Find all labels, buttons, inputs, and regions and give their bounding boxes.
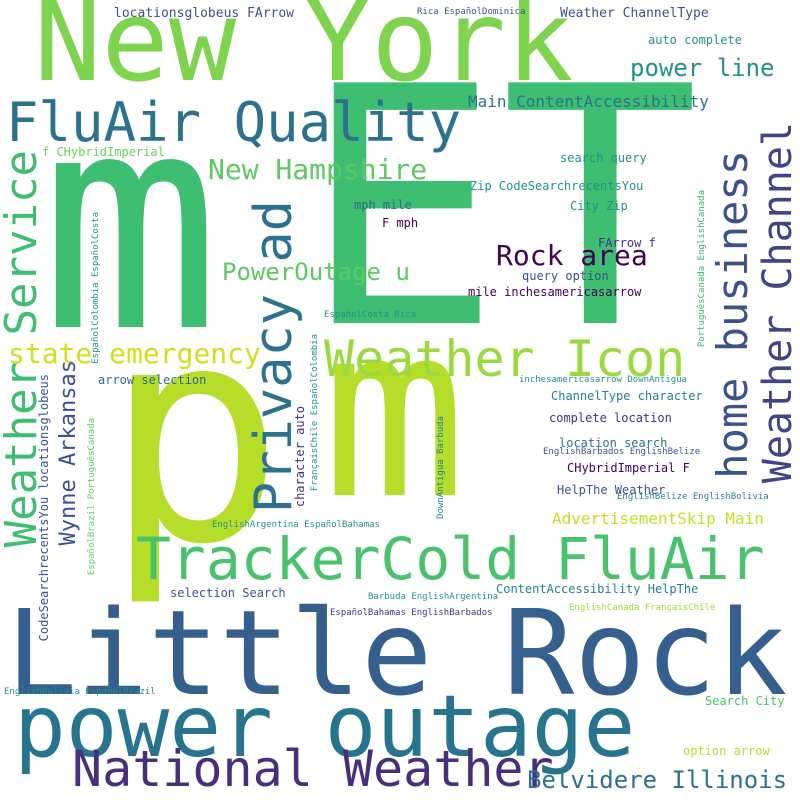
word-query-option: query option [522, 269, 609, 283]
word-rica-espanoldominica: Rica EspañolDominica [417, 7, 526, 17]
word-m-secondary: m [322, 272, 467, 552]
word-search-city: Search City [705, 694, 785, 708]
word-advertisement-skip-main: AdvertisementSkip Main [552, 509, 764, 528]
word-location-search: location search [559, 436, 668, 450]
word-poweroutage-u: PowerOutage u [222, 258, 410, 286]
word-national-weather: National Weather [72, 740, 554, 798]
word-englishargentina-espanolbahamas: EnglishArgentina EspañolBahamas [212, 520, 380, 530]
word-chybridimperial-f: CHybridImperial F [567, 461, 690, 475]
word-mile-inchesamericasarrow: mile inchesamericasarrow [468, 285, 642, 299]
word-englishbarbados-englishbelize: EnglishBarbados EnglishBelize [543, 447, 701, 457]
word-codesearchrecentsyou-locationsglobeus: CodeSearchrecentsYou locationsglobeus [37, 374, 51, 642]
word-locationsglobeus-farrow: locationsglobeus FArrow [114, 6, 295, 21]
word-arrow-selection: arrow selection [98, 373, 207, 387]
word-search-query: search query [560, 151, 647, 165]
word-downantigua-barbuda: DownAntigua Barbuda [436, 416, 446, 519]
word-f-mph: F mph [382, 216, 419, 230]
word-portuguescanada-englishcanada: PortuguêsCanada EnglishCanada [697, 190, 707, 348]
word-francaischile-espanolcolombia: FrançaisChile EspañolColombia [310, 334, 320, 492]
word-option-arrow: option arrow [683, 744, 770, 758]
word-helpthe-weather: HelpThe Weather [557, 483, 666, 497]
word-fluair-quality: FluAir Quality [6, 91, 462, 154]
word-main-content-accessibility: Main ContentAccessibility [468, 92, 709, 111]
word-belvidere-illinois: Belvidere Illinois [527, 766, 788, 794]
word-f-chybridimperial: f CHybridImperial [42, 145, 165, 159]
word-englishbolivia-espanolbrazil: EnglishBolivia EspañolBrazil [4, 687, 156, 697]
word-espanolcolombia-espanolcosta: EspañolColombia EspañolCosta [91, 212, 101, 364]
word-weather-channel: Weather Channel [755, 122, 800, 484]
word-p: p [104, 261, 285, 610]
word-espanolbrazil-portuguescanada: EspañolBrazil PortuguêsCanada [87, 418, 97, 576]
word-inchesamericasarrow-downantigua: inchesamericasarrow DownAntigua [519, 375, 687, 385]
word-power-line: power line [630, 54, 775, 82]
word-selection-search: selection Search [170, 586, 286, 600]
word-weather-channeltype: Weather ChannelType [560, 6, 709, 21]
word-home-business: home business [708, 150, 757, 479]
word-zip-codesearch: Zip CodeSearchrecentsYou [470, 179, 644, 193]
word-tracker-cold-fluair: TrackerCold FluAir [136, 525, 765, 593]
word-auto-complete: auto complete [648, 33, 742, 47]
word-espanolbahamas-englishbarbados: EspañolBahamas EnglishBarbados [330, 608, 493, 618]
word-contentaccessibility-helpthe: ContentAccessibility HelpThe [496, 582, 699, 596]
word-barbuda-englishargentina: Barbuda EnglishArgentina [368, 592, 499, 602]
word-m: m [40, 49, 221, 398]
word-little-rock: Little Rock [6, 584, 788, 722]
word-farrow-f: FArrow f [598, 236, 656, 250]
word-mph-mile: mph mile [354, 198, 412, 212]
word-englishcanada-francaischile: EnglishCanada FrançaisChile [569, 603, 716, 613]
word-complete-location: complete location [549, 411, 672, 425]
word-new-hampshire: New Hampshire [208, 153, 428, 186]
word-rock-area: Rock area [496, 239, 648, 272]
word-weather-icon: Weather Icon [324, 330, 686, 388]
word-new-york: New York [34, 0, 574, 107]
word-power-outage: power outage [14, 677, 636, 777]
word-city-zip: City Zip [570, 199, 628, 213]
word-et: ET [302, 17, 700, 401]
word-state-emergency: state emergency [8, 337, 261, 370]
word-englishbelize-englishbolivia: EnglishBelize EnglishBolivia [617, 492, 769, 502]
word-character-auto: character auto [293, 406, 307, 508]
word-wynne-arkansas: Wynne Arkansas [56, 360, 81, 546]
word-channeltype-character: ChannelType character [551, 389, 703, 403]
word-espanolcosta-rica: EspañolCosta Rica [324, 310, 417, 320]
